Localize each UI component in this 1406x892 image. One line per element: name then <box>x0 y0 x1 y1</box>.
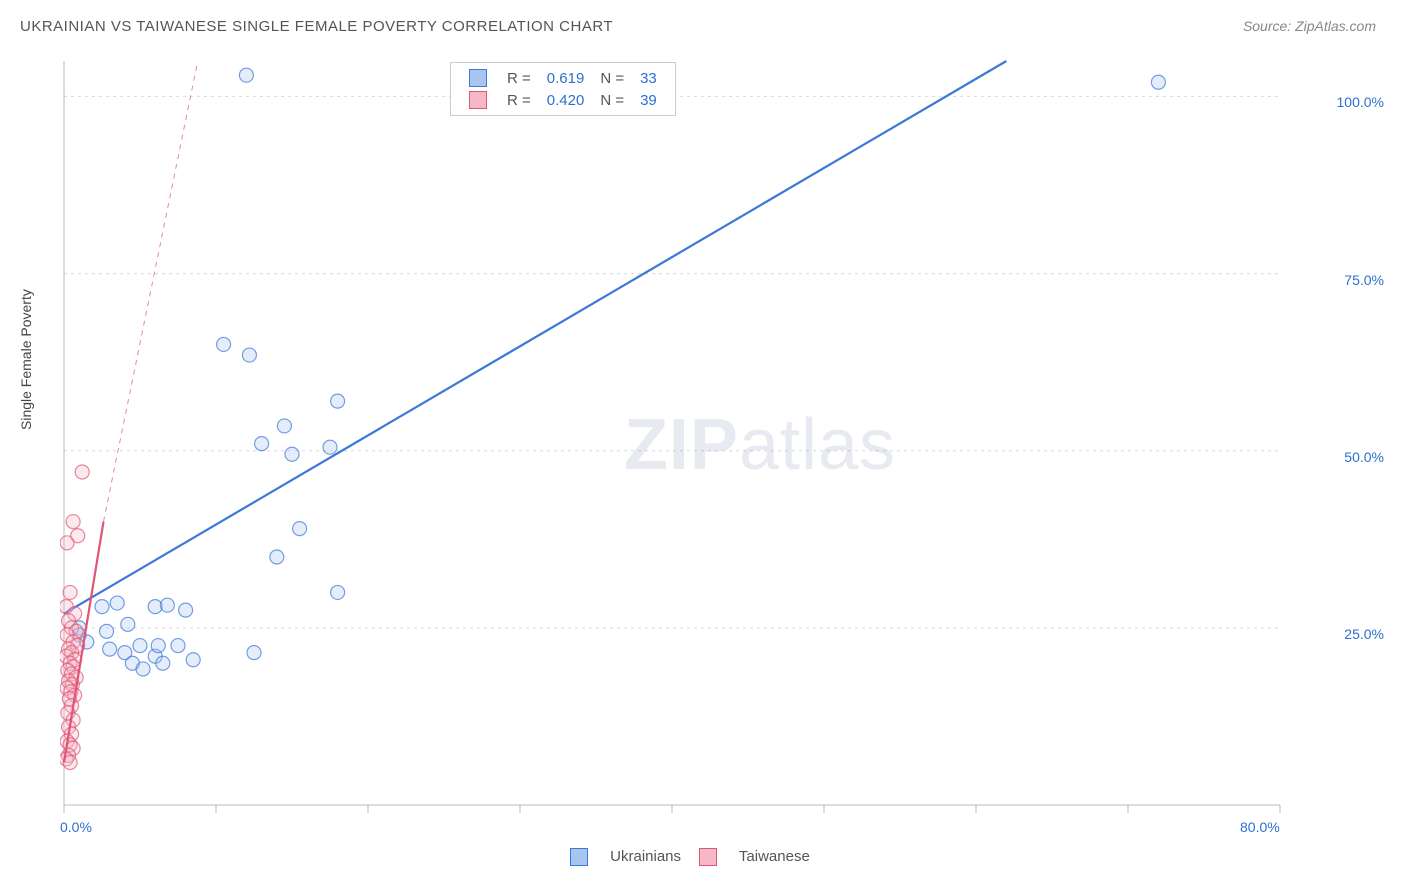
legend-swatch <box>699 848 717 866</box>
source-label: Source: ZipAtlas.com <box>1243 18 1376 34</box>
legend-swatch <box>570 848 588 866</box>
y-tick-label: 50.0% <box>1344 449 1384 465</box>
y-axis-label: Single Female Poverty <box>18 289 34 430</box>
series-legend: Ukrainians Taiwanese <box>570 848 828 866</box>
y-tick-label: 75.0% <box>1344 272 1384 288</box>
legend-swatch <box>469 69 487 87</box>
correlation-legend: R = 0.619 N = 33 R = 0.420 N = 39 <box>450 62 676 116</box>
legend-swatch <box>469 91 487 109</box>
legend-item: Ukrainians <box>570 848 681 865</box>
legend-table: R = 0.619 N = 33 R = 0.420 N = 39 <box>461 67 665 111</box>
y-tick-label: 25.0% <box>1344 626 1384 642</box>
x-tick-label: 80.0% <box>1240 819 1280 835</box>
legend-item: Taiwanese <box>699 848 810 865</box>
scatter-plot <box>60 55 1340 835</box>
y-tick-label: 100.0% <box>1337 94 1384 110</box>
chart-title: UKRAINIAN VS TAIWANESE SINGLE FEMALE POV… <box>20 18 613 35</box>
x-tick-label: 0.0% <box>60 819 92 835</box>
